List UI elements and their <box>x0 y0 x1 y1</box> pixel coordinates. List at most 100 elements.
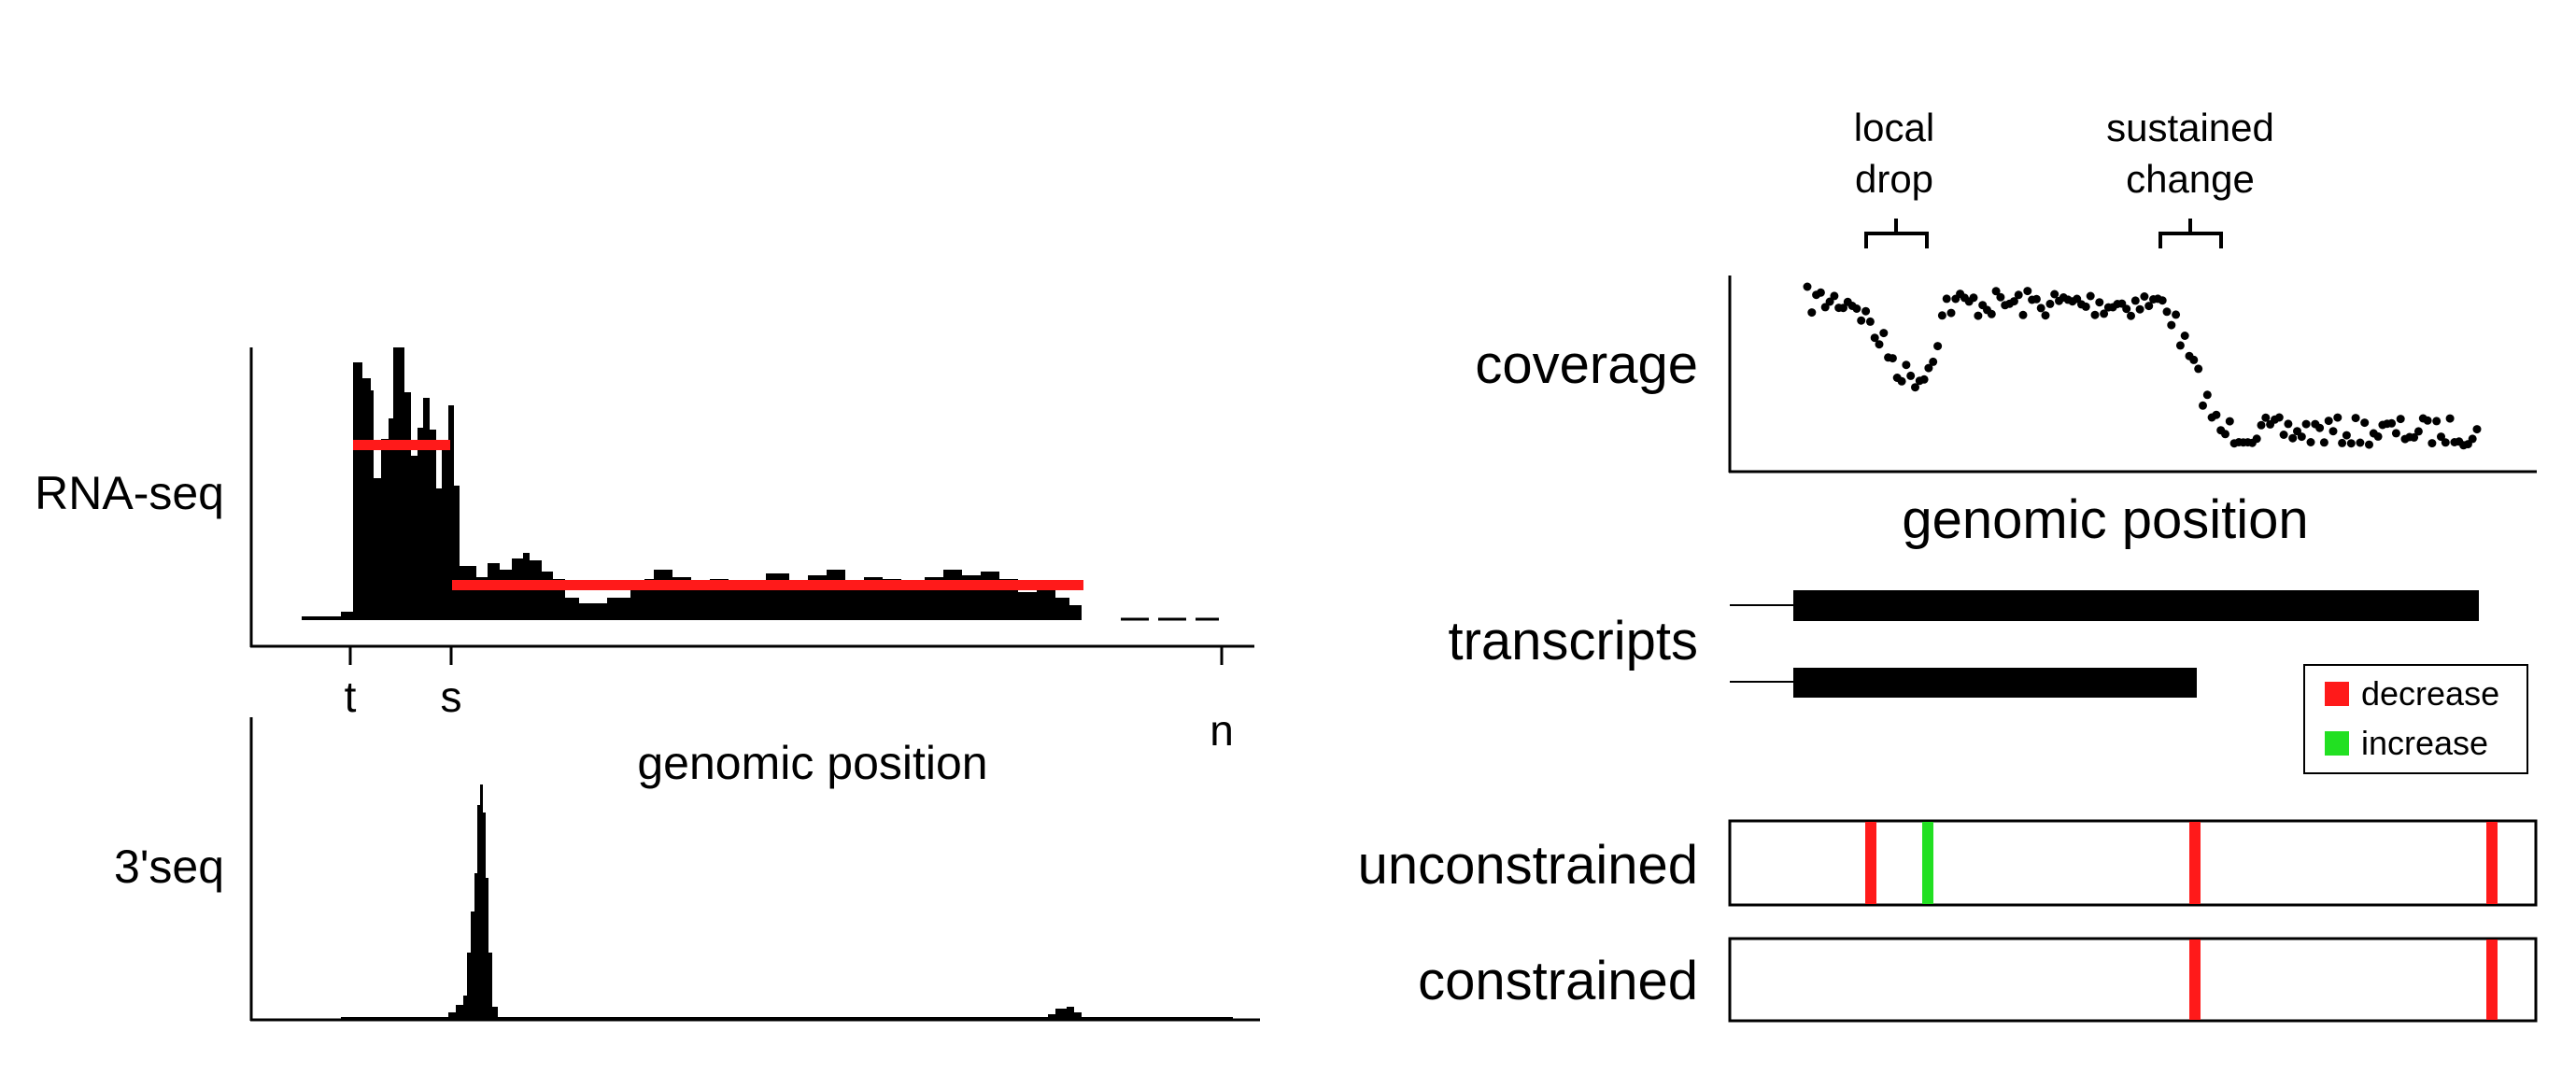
coverage-point <box>2095 298 2104 307</box>
coverage-point <box>2212 410 2221 419</box>
coverage-points <box>1803 282 2482 450</box>
coverage-point <box>2410 432 2419 442</box>
coverage-point <box>1919 374 1929 384</box>
coverage-point <box>2432 417 2442 426</box>
coverage-point <box>2324 417 2333 426</box>
coverage-point <box>2284 419 2293 429</box>
constrained-track <box>1728 937 2538 1023</box>
coverage-point <box>1924 363 1933 373</box>
rnaseq-fit-segment-high <box>353 440 450 450</box>
coverage-point <box>1942 294 1951 304</box>
coverage-point <box>2180 332 2189 340</box>
transcripts-label: transcripts <box>1448 611 1698 671</box>
sustained-change-bracket <box>2158 219 2223 248</box>
coverage-point <box>2009 297 2018 306</box>
unconstrained-increase-mark <box>1922 822 1933 904</box>
coverage-point <box>2014 290 2023 300</box>
coverage-point <box>2360 418 2370 428</box>
coverage-point <box>2356 438 2365 447</box>
coverage-point <box>2257 420 2266 430</box>
coverage-label: coverage <box>1475 334 1698 395</box>
coverage-point <box>2328 427 2338 436</box>
coverage-point <box>2333 413 2342 422</box>
coverage-point <box>2346 439 2356 448</box>
constrained-decrease-mark <box>2486 940 2498 1020</box>
coverage-point <box>2045 299 2055 308</box>
coverage-point <box>2274 413 2284 422</box>
tick-n-label: n <box>1210 706 1234 755</box>
coverage-point <box>2140 292 2149 301</box>
coverage-point <box>2445 414 2455 423</box>
coverage-point <box>1861 306 1871 316</box>
coverage-point <box>2396 415 2405 424</box>
coverage-point <box>2172 310 2181 319</box>
annotation-local-line2: drop <box>1855 157 1933 201</box>
coverage-point <box>2423 416 2432 425</box>
left-x-axis-label: genomic position <box>637 737 987 789</box>
coverage-point <box>2122 304 2131 314</box>
coverage-point <box>1825 297 1834 306</box>
coverage-point <box>1937 311 1946 320</box>
transcript-2-bar <box>1793 668 2197 698</box>
coverage-point <box>2413 427 2423 436</box>
coverage-point <box>2391 429 2400 438</box>
coverage-point <box>2175 341 2185 350</box>
coverage-point <box>1897 376 1906 386</box>
coverage-point <box>2441 438 2450 447</box>
coverage-point <box>2194 364 2203 374</box>
constrained-label: constrained <box>1418 951 1698 1011</box>
coverage-point <box>1875 340 1884 349</box>
coverage-point <box>2468 434 2477 444</box>
rnaseq-fit-segment-low <box>452 580 1083 590</box>
coverage-point <box>2301 419 2311 429</box>
coverage-point <box>2387 418 2397 428</box>
coverage-point <box>2288 433 2298 443</box>
annotation-local-line1: local <box>1854 106 1934 149</box>
coverage-point <box>1879 329 1889 338</box>
coverage-point <box>1888 354 1897 363</box>
coverage-point <box>2130 296 2140 305</box>
coverage-point <box>1857 316 1866 325</box>
coverage-point <box>2365 440 2373 449</box>
coverage-point <box>1987 309 1996 318</box>
coverage-point <box>1991 287 2001 296</box>
coverage-point <box>2437 432 2445 442</box>
coverage-point <box>2100 309 2109 318</box>
coverage-point <box>1902 360 1911 370</box>
coverage-point <box>1929 357 1938 366</box>
coverage-point <box>2081 302 2090 311</box>
threeseq-peak-main <box>448 784 498 1018</box>
coverage-point <box>2050 290 2059 299</box>
coverage-point <box>1820 303 1830 312</box>
coverage-point <box>1996 292 2005 302</box>
annotation-sustained-line2: change <box>2126 157 2255 201</box>
coverage-point <box>2036 304 2045 313</box>
coverage-point <box>2319 438 2328 447</box>
coverage-point <box>1974 311 1983 320</box>
rnaseq-label: RNA-seq <box>35 467 224 519</box>
unconstrained-decrease-mark <box>1865 822 1876 904</box>
rnaseq-coverage-area <box>302 347 1082 620</box>
threeseq-label: 3'seq <box>114 841 224 893</box>
coverage-point <box>1870 333 1879 343</box>
coverage-point <box>2373 431 2383 441</box>
coverage-point <box>2144 302 2154 311</box>
coverage-point <box>2261 413 2271 422</box>
coverage-point <box>2297 432 2306 442</box>
coverage-point <box>2189 355 2199 364</box>
coverage-point <box>2018 310 2028 319</box>
local-drop-bracket <box>1864 219 1929 248</box>
coverage-point <box>2135 304 2144 314</box>
unconstrained-track <box>1728 819 2538 907</box>
coverage-point <box>2427 439 2437 448</box>
coverage-point <box>2162 307 2172 317</box>
coverage-point <box>1852 304 1861 313</box>
legend-decrease-swatch <box>2325 682 2349 706</box>
tick-t-label: t <box>345 672 357 721</box>
coverage-point <box>2315 423 2325 432</box>
right-x-axis-label: genomic position <box>1902 489 2308 550</box>
unconstrained-decrease-mark <box>2486 822 2498 904</box>
coverage-point <box>2306 438 2315 446</box>
coverage-point <box>2127 311 2135 320</box>
